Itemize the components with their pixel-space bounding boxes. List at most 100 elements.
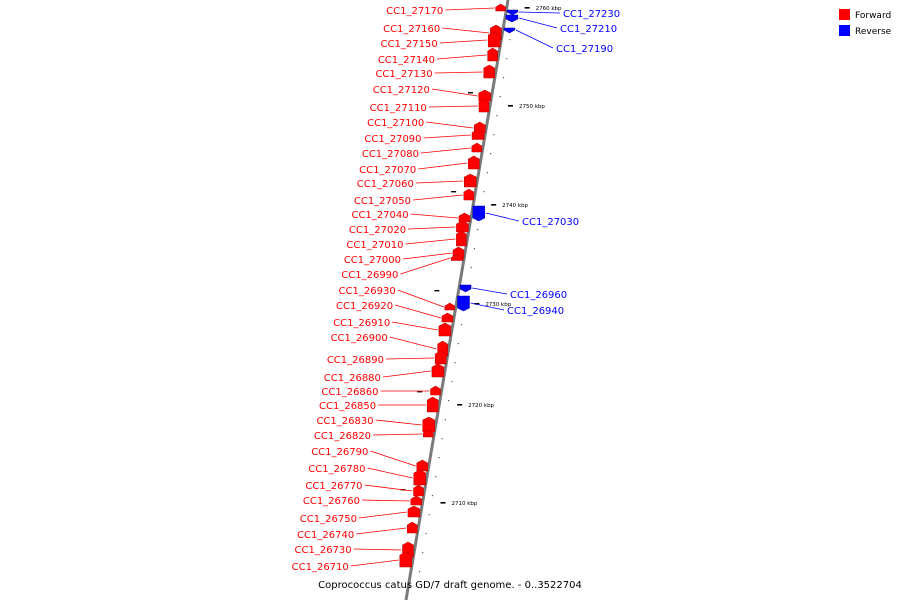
forward-gene-label: CC1_26760 [303,496,360,507]
track-dot [428,514,430,516]
forward-gene-label: CC1_27110 [370,103,427,114]
forward-gene-connector [361,499,410,502]
forward-gene-connector [436,54,487,60]
forward-gene-connector [428,105,478,108]
reverse-gene-connector [515,29,554,49]
track-dot [499,96,501,98]
forward-gene-connector [392,321,438,331]
forward-gene-connector [410,213,458,219]
forward-gene-connector [367,467,413,479]
forward-gene-block [430,385,441,396]
forward-gene-block [434,350,447,365]
axis-tick-mark [491,204,497,206]
track-dot [425,533,427,535]
forward-gene-label: CC1_26770 [305,481,362,492]
forward-gene-block [413,469,426,486]
forward-gene-block [441,312,454,323]
forward-gene-label: CC1_27080 [362,149,419,160]
axis-tick-label: 2740 kbp [502,203,528,209]
reverse-gene-connector [470,302,505,311]
forward-gene-label: CC1_27100 [367,118,424,129]
track-dot [502,77,505,79]
forward-gene-label: CC1_27160 [383,24,440,35]
forward-gene-block [413,484,424,497]
forward-gene-label: CC1_26730 [295,545,352,556]
forward-gene-connector [389,336,437,350]
forward-gene-label: CC1_26850 [319,401,376,412]
forward-gene-connector [358,511,408,519]
axis-tick-mark [524,7,530,9]
forward-gene-connector [439,39,488,44]
forward-gene-block [463,173,477,188]
track-dot [444,419,446,421]
reverse-gene-block [503,27,516,34]
forward-gene-block [458,212,471,223]
forward-gene-block [471,142,483,153]
forward-gene-connector [423,134,472,139]
axis-tick-mark [474,303,480,305]
reverse-gene-connector [471,287,508,295]
track-dot [473,248,476,250]
track-dot [441,438,443,440]
forward-gene-label: CC1_27050 [354,196,411,207]
legend-swatch-forward [839,9,850,20]
reverse-gene-label: CC1_26940 [507,306,564,317]
track-dot [493,134,495,136]
axis-tick-mark [507,105,513,107]
forward-gene-label: CC1_26780 [308,464,365,475]
forward-gene-label: CC1_26740 [297,530,354,541]
forward-gene-label: CC1_26910 [333,318,390,329]
forward-gene-label: CC1_27010 [346,240,403,251]
forward-gene-label: CC1_27040 [351,210,408,221]
axis-tick-label: 2750 kbp [519,104,545,110]
axis-tick-label: 2760 kbp [536,6,562,12]
forward-gene-connector [385,357,435,360]
track-dot [506,58,508,60]
forward-gene-label: CC1_26710 [292,562,349,573]
backbone-mark [434,290,440,292]
forward-gene-connector [431,88,478,97]
forward-gene-connector [405,238,456,245]
reverse-gene-label: CC1_27030 [522,217,579,228]
reverse-gene-block [457,295,470,312]
forward-gene-label: CC1_27020 [349,225,406,236]
forward-gene-label: CC1_27140 [378,55,435,66]
track-dot [438,457,440,459]
reverse-gene-label: CC1_26960 [510,290,567,301]
forward-gene-connector [420,147,471,154]
forward-gene-block [444,302,456,311]
forward-gene-block [422,429,434,438]
forward-gene-block [456,220,469,233]
forward-gene-connector [445,7,495,11]
track-dot [422,552,424,554]
reverse-gene-block [472,205,486,222]
forward-gene-connector [356,527,407,535]
forward-gene-connector [350,559,399,567]
reverse-gene-connector [518,11,561,14]
forward-gene-block [468,155,480,170]
forward-gene-label: CC1_26930 [339,286,396,297]
forward-gene-label: CC1_26890 [327,355,384,366]
forward-gene-block [407,505,421,518]
forward-gene-label: CC1_26830 [316,416,373,427]
track-dot [448,400,450,402]
forward-gene-block [463,188,475,201]
reverse-gene-label: CC1_27190 [556,44,613,55]
track-dot [470,267,472,269]
backbone-mark [467,92,473,94]
track-dot [477,229,479,231]
forward-gene-connector [400,257,451,275]
forward-gene-block [487,31,501,48]
genome-backbone [404,0,510,600]
forward-gene-connector [353,548,402,551]
forward-gene-label: CC1_26900 [331,333,388,344]
forward-gene-block [416,459,429,472]
forward-gene-block [410,495,423,506]
forward-gene-block [406,521,418,534]
forward-gene-label: CC1_27130 [375,69,432,80]
forward-gene-block [438,322,452,337]
track-dot [451,381,453,383]
forward-gene-connector [397,289,444,308]
forward-gene-label: CC1_27090 [364,134,421,145]
